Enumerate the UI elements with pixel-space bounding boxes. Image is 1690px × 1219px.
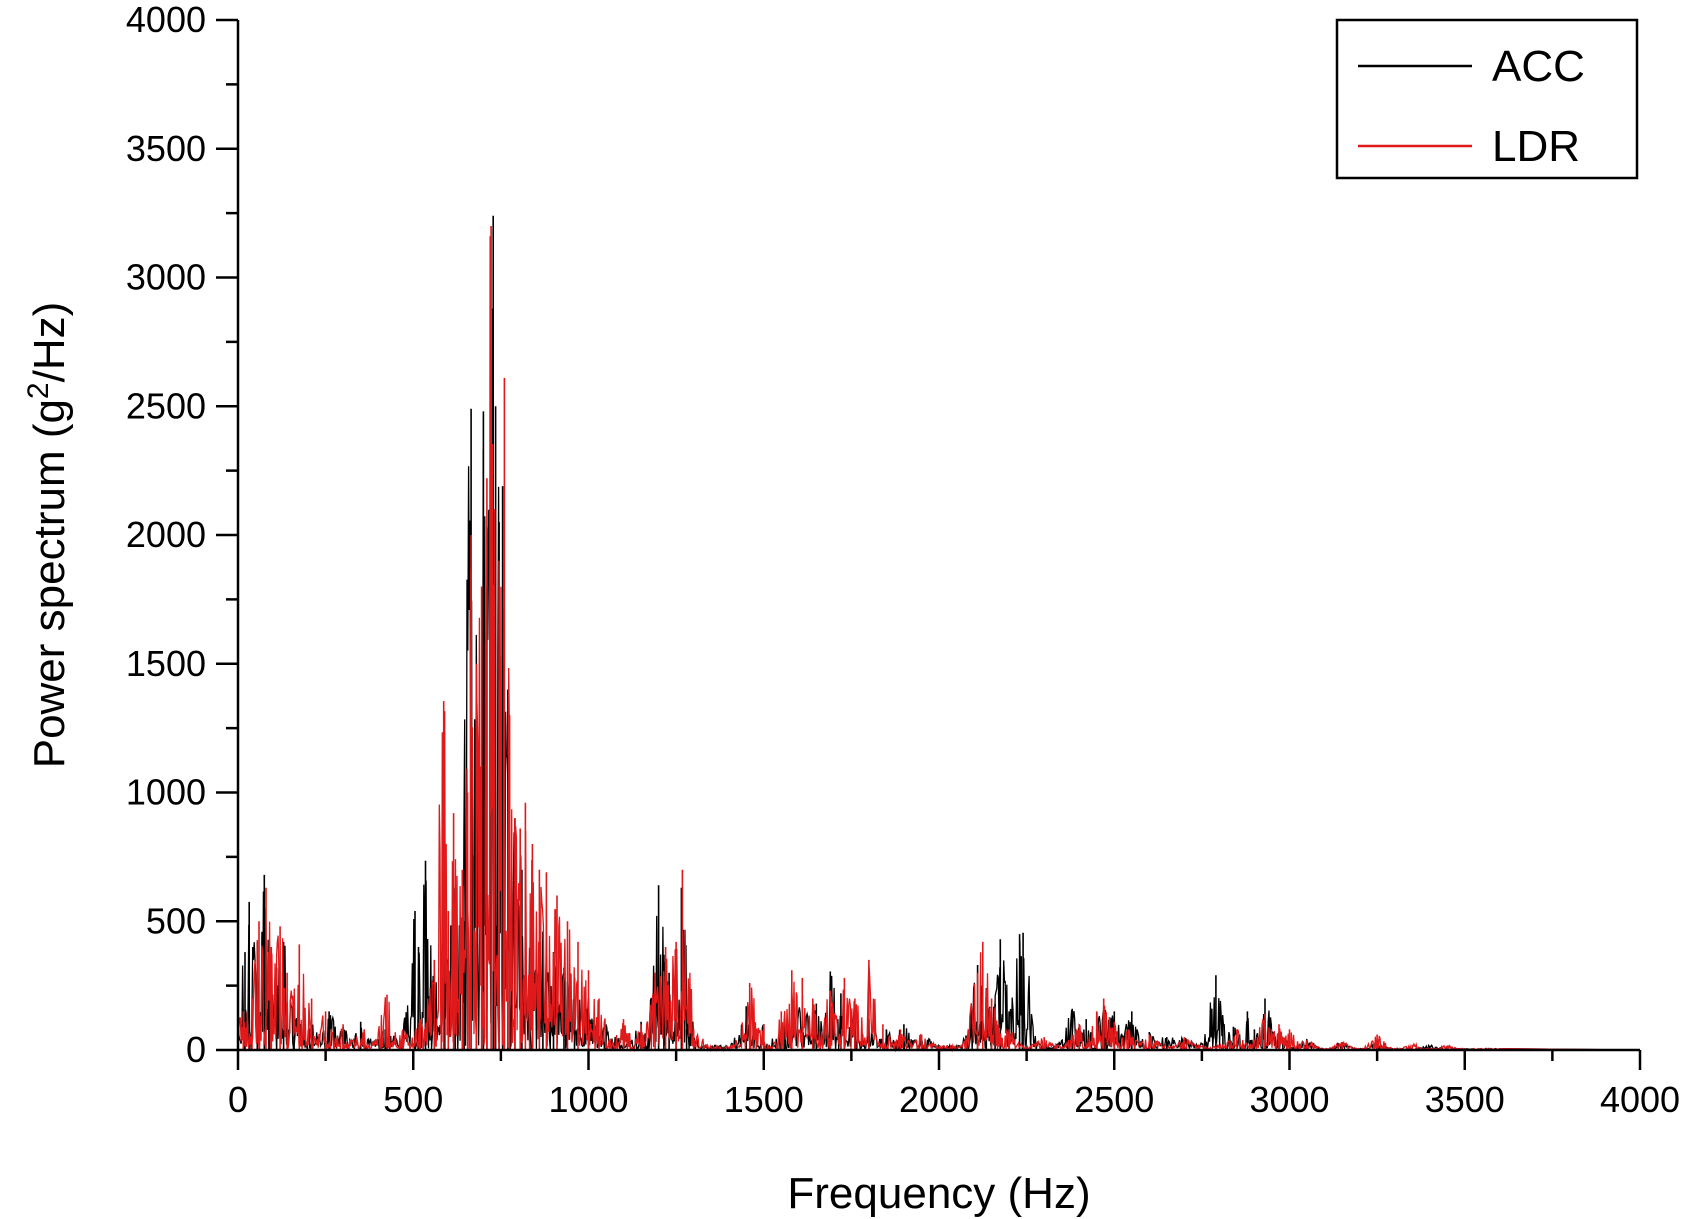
legend-box (1335, 18, 1639, 180)
x-tick-label: 3000 (1249, 1079, 1329, 1120)
y-axis-title: Power spectrum (g2/Hz) (22, 302, 74, 769)
axes-layer: 0 500 1000 1500 2000 2500 3000 3500 4000 0 500 1000… (126, 0, 1680, 1120)
legend-label-acc: ACC (1492, 42, 1585, 91)
x-axis-title: Frequency (Hz) (787, 1169, 1090, 1218)
y-axis-title-end: /Hz) (25, 302, 74, 383)
y-tick-label: 3000 (126, 257, 206, 298)
y-axis-title-superscript: 2 (22, 382, 55, 399)
x-tick-label: 2000 (899, 1079, 979, 1120)
y-tick-label: 1500 (126, 643, 206, 684)
y-tick-label: 2500 (126, 385, 206, 426)
x-tick-label: 4000 (1600, 1079, 1680, 1120)
y-tick-label: 1000 (126, 772, 206, 813)
x-tick-label: 1000 (548, 1079, 628, 1120)
y-axis-title-main: Power spectrum (g (25, 399, 74, 768)
x-tick-label: 2500 (1074, 1079, 1154, 1120)
y-tick-label: 0 (186, 1029, 206, 1070)
legend-label-ldr: LDR (1492, 122, 1580, 171)
series-peaks-ldr (242, 226, 1448, 1050)
y-tick-label: 2000 (126, 514, 206, 555)
x-tick-label: 0 (228, 1079, 248, 1120)
x-tick-label: 500 (383, 1079, 443, 1120)
series-layer (237, 215, 1641, 1053)
x-tick-label: 1500 (724, 1079, 804, 1120)
x-tick-label: 3500 (1425, 1079, 1505, 1120)
legend: ACC LDR (1335, 18, 1639, 180)
y-tick-label: 3500 (126, 128, 206, 169)
y-tick-label: 500 (146, 900, 206, 941)
y-tick-label: 4000 (126, 0, 206, 40)
